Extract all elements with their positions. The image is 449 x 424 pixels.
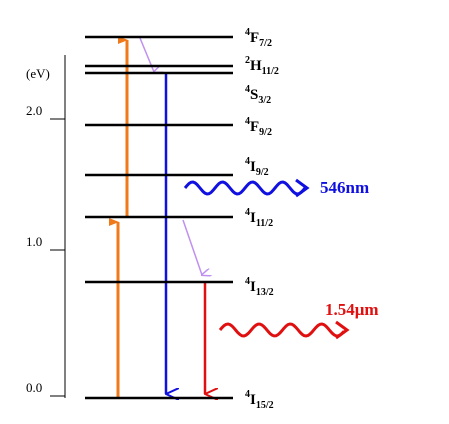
level-multiplicity: 4 xyxy=(245,156,250,167)
level-term: F xyxy=(250,30,259,46)
level-multiplicity: 4 xyxy=(245,116,250,127)
emission-wave xyxy=(218,322,346,338)
level-j: 11/2 xyxy=(256,218,273,229)
level-term: H xyxy=(250,58,262,74)
wave-arrowhead xyxy=(335,320,350,340)
level-term: F xyxy=(250,119,259,135)
axis-unit: (eV) xyxy=(26,66,50,81)
level-j: 7/2 xyxy=(259,38,272,49)
axis-tick-label: 2.0 xyxy=(26,103,42,118)
level-label: 4I13/2 xyxy=(245,276,274,298)
wave-arrowhead xyxy=(295,178,310,198)
level-j: 15/2 xyxy=(256,400,274,411)
level-multiplicity: 4 xyxy=(245,84,250,95)
axis-tick-label: 1.0 xyxy=(26,234,42,249)
level-label: 4I9/2 xyxy=(245,156,269,178)
level-j: 11/2 xyxy=(262,66,279,77)
level-j: 13/2 xyxy=(256,287,274,298)
level-multiplicity: 4 xyxy=(245,207,250,218)
level-multiplicity: 2 xyxy=(245,55,250,66)
emission-label: 546nm xyxy=(320,178,369,197)
emission-wave xyxy=(183,180,307,196)
level-label: 2H11/2 xyxy=(245,55,279,77)
level-term: I xyxy=(250,279,256,295)
level-j: 9/2 xyxy=(256,167,269,178)
level-term: I xyxy=(250,159,256,175)
emission-label: 1.54μm xyxy=(325,300,379,319)
level-j: 9/2 xyxy=(259,127,272,138)
level-term: I xyxy=(250,210,256,226)
relaxation-arrow xyxy=(182,219,202,275)
level-label: 4I11/2 xyxy=(245,207,273,229)
level-multiplicity: 4 xyxy=(245,27,250,38)
level-term: I xyxy=(250,392,256,408)
level-multiplicity: 4 xyxy=(245,389,250,400)
level-label: 4F7/2 xyxy=(245,27,272,49)
axis-tick-label: 0.0 xyxy=(26,380,42,395)
level-multiplicity: 4 xyxy=(245,276,250,287)
level-label: 4I15/2 xyxy=(245,389,274,411)
level-label: 4F9/2 xyxy=(245,116,272,138)
level-j: 3/2 xyxy=(258,95,271,106)
level-label: 4S3/2 xyxy=(245,84,271,106)
level-term: S xyxy=(250,87,258,103)
